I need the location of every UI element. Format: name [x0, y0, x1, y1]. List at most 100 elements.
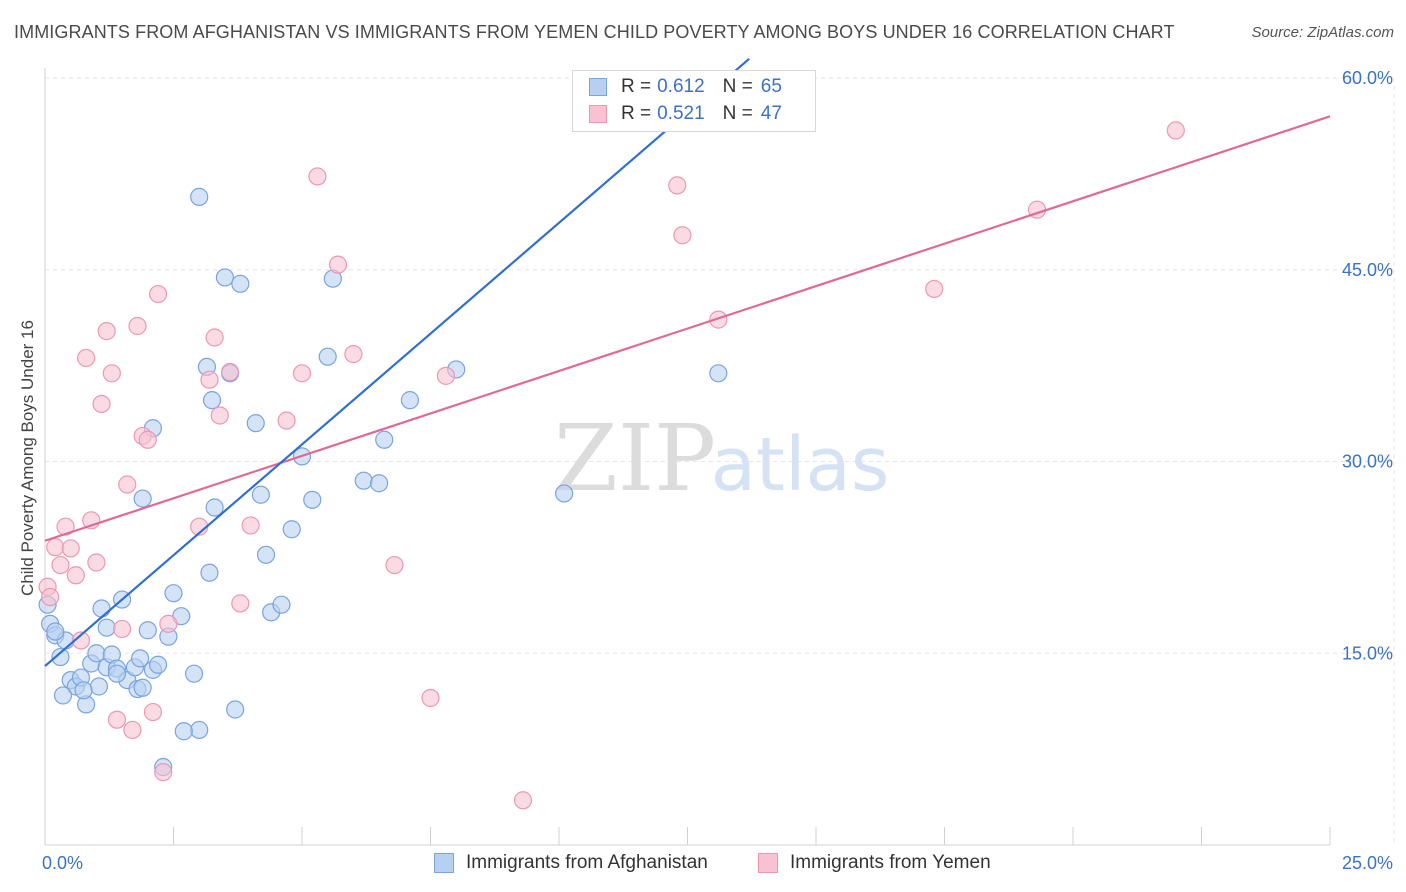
data-point [251, 485, 270, 504]
n-value-yemen: 47 [760, 103, 782, 124]
data-point [513, 791, 533, 810]
data-point [328, 255, 348, 274]
data-point [400, 391, 420, 410]
data-point [190, 187, 209, 206]
data-point [292, 364, 312, 383]
data-point [220, 362, 240, 382]
yemen-swatch [758, 853, 778, 873]
yemen-swatch [589, 105, 607, 123]
data-point [673, 226, 692, 245]
data-point [133, 489, 152, 508]
data-point [159, 614, 178, 633]
source-credit: Source: ZipAtlas.com [1251, 24, 1394, 41]
chart-title: IMMIGRANTS FROM AFGHANISTAN VS IMMIGRANT… [14, 22, 1175, 42]
data-point [436, 366, 456, 385]
r-value-afghanistan: 0.612 [657, 76, 705, 97]
data-point [130, 649, 150, 668]
data-point [226, 700, 245, 719]
data-point [61, 539, 80, 558]
data-point [277, 411, 296, 430]
x-tick-label-max: 25.0% [1342, 853, 1393, 873]
afghanistan-legend-label: Immigrants from Afghanistan [466, 852, 708, 873]
data-point [87, 553, 106, 572]
y-tick-label: 45.0% [1342, 260, 1393, 280]
data-point [138, 621, 157, 640]
data-point [71, 631, 91, 650]
r-value-yemen: 0.521 [657, 103, 705, 124]
data-point [200, 370, 219, 389]
afghanistan-swatch [589, 78, 607, 96]
data-point [56, 517, 75, 536]
data-point [231, 274, 250, 293]
data-point [925, 279, 944, 299]
n-value-afghanistan: 65 [760, 76, 782, 97]
data-point [241, 516, 260, 535]
watermark-zip: ZIP [554, 405, 716, 512]
data-point [66, 566, 85, 585]
data-point [668, 176, 687, 195]
afghanistan-swatch [434, 853, 454, 873]
data-point [112, 619, 132, 639]
data-point [421, 688, 440, 708]
data-point [308, 167, 327, 186]
data-point [375, 430, 394, 449]
data-point [51, 555, 70, 575]
data-point [138, 430, 157, 449]
data-point [51, 647, 70, 667]
data-point [205, 328, 224, 347]
data-point [128, 316, 147, 336]
data-point [74, 681, 93, 700]
data-point [202, 391, 222, 410]
afghanistan-points [38, 187, 728, 777]
data-point [92, 599, 111, 618]
axes [44, 68, 1331, 846]
data-point [143, 702, 163, 722]
data-point [107, 664, 127, 683]
data-point [102, 364, 121, 383]
yemen-points [38, 121, 1185, 810]
watermark-atlas: atlas [711, 422, 890, 508]
bottom-legend-yemen: Immigrants from Yemen [758, 852, 991, 874]
data-point [385, 555, 404, 575]
data-point [87, 644, 106, 663]
data-point [370, 474, 389, 493]
x-tick-label-min: 0.0% [42, 853, 83, 873]
axis-labels: 15.0% 30.0% 45.0% 60.0% 0.0% 25.0% Child Pover… [18, 68, 1393, 873]
data-point [246, 414, 265, 433]
data-point [46, 538, 65, 557]
data-point [107, 710, 127, 729]
data-point [231, 594, 250, 613]
data-point [272, 595, 291, 614]
data-point [318, 347, 337, 366]
data-point [215, 268, 234, 287]
data-point [46, 622, 65, 641]
afghanistan-trend-line [44, 57, 750, 667]
data-point [92, 394, 111, 414]
data-point [41, 587, 60, 607]
data-point [709, 364, 728, 383]
data-point [97, 322, 116, 341]
legend-row-yemen: R = 0.521 N = 47 [589, 102, 800, 126]
y-tick-label: 15.0% [1342, 643, 1393, 663]
data-point [77, 348, 96, 368]
data-point [123, 720, 142, 740]
data-point [148, 655, 168, 674]
trend-lines [44, 57, 1331, 667]
y-tick-label: 30.0% [1342, 452, 1393, 472]
n-label: N = [722, 76, 753, 97]
data-point [303, 490, 322, 509]
y-axis-title: Child Poverty Among Boys Under 16 [18, 320, 37, 596]
data-point [1166, 121, 1185, 140]
data-point [354, 471, 373, 490]
data-point [205, 498, 224, 517]
data-point [200, 563, 219, 582]
r-label: R = [621, 76, 652, 97]
data-point [53, 686, 73, 705]
data-point [184, 664, 204, 683]
data-point [344, 345, 363, 364]
data-point [709, 310, 728, 329]
r-label: R = [621, 103, 652, 124]
n-label: N = [722, 103, 753, 124]
